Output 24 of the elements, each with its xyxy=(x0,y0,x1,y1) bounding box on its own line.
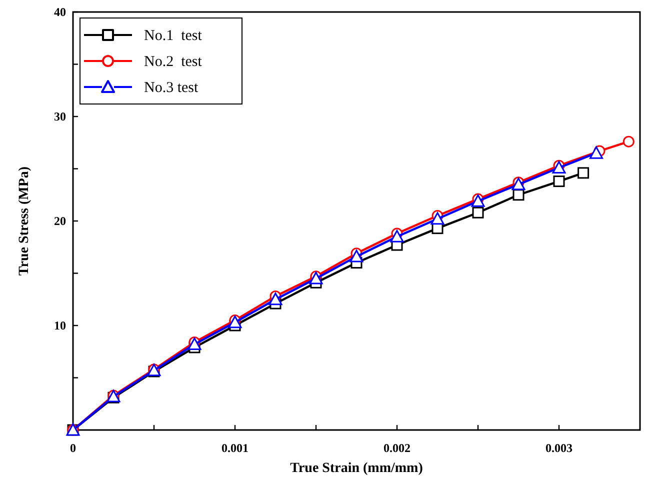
x-axis-title: True Strain (mm/mm) xyxy=(290,461,424,476)
y-tick-label: 10 xyxy=(54,318,66,332)
y-tick-label: 20 xyxy=(54,214,66,228)
point xyxy=(553,176,565,188)
legend-label: No.3 test xyxy=(144,80,199,96)
point xyxy=(578,167,590,179)
x-tick-label: 0.001 xyxy=(222,441,248,455)
x-tick-label: 0.002 xyxy=(384,441,410,455)
point xyxy=(430,212,444,225)
point xyxy=(512,189,524,201)
x-tick-label: 0.003 xyxy=(546,441,572,455)
point xyxy=(390,230,404,242)
point xyxy=(472,206,484,218)
x-tick-label: 0 xyxy=(70,441,76,455)
point xyxy=(622,136,634,148)
point xyxy=(590,146,604,159)
legend-label: No.1 test xyxy=(144,28,203,44)
y-tick-label: 40 xyxy=(54,5,66,19)
point xyxy=(188,338,202,350)
y-tick-label: 30 xyxy=(54,110,66,124)
legend-label: No.2 test xyxy=(144,54,203,70)
y-axis-title: True Stress (MPa) xyxy=(17,166,32,276)
point xyxy=(268,292,282,306)
point xyxy=(350,250,364,262)
